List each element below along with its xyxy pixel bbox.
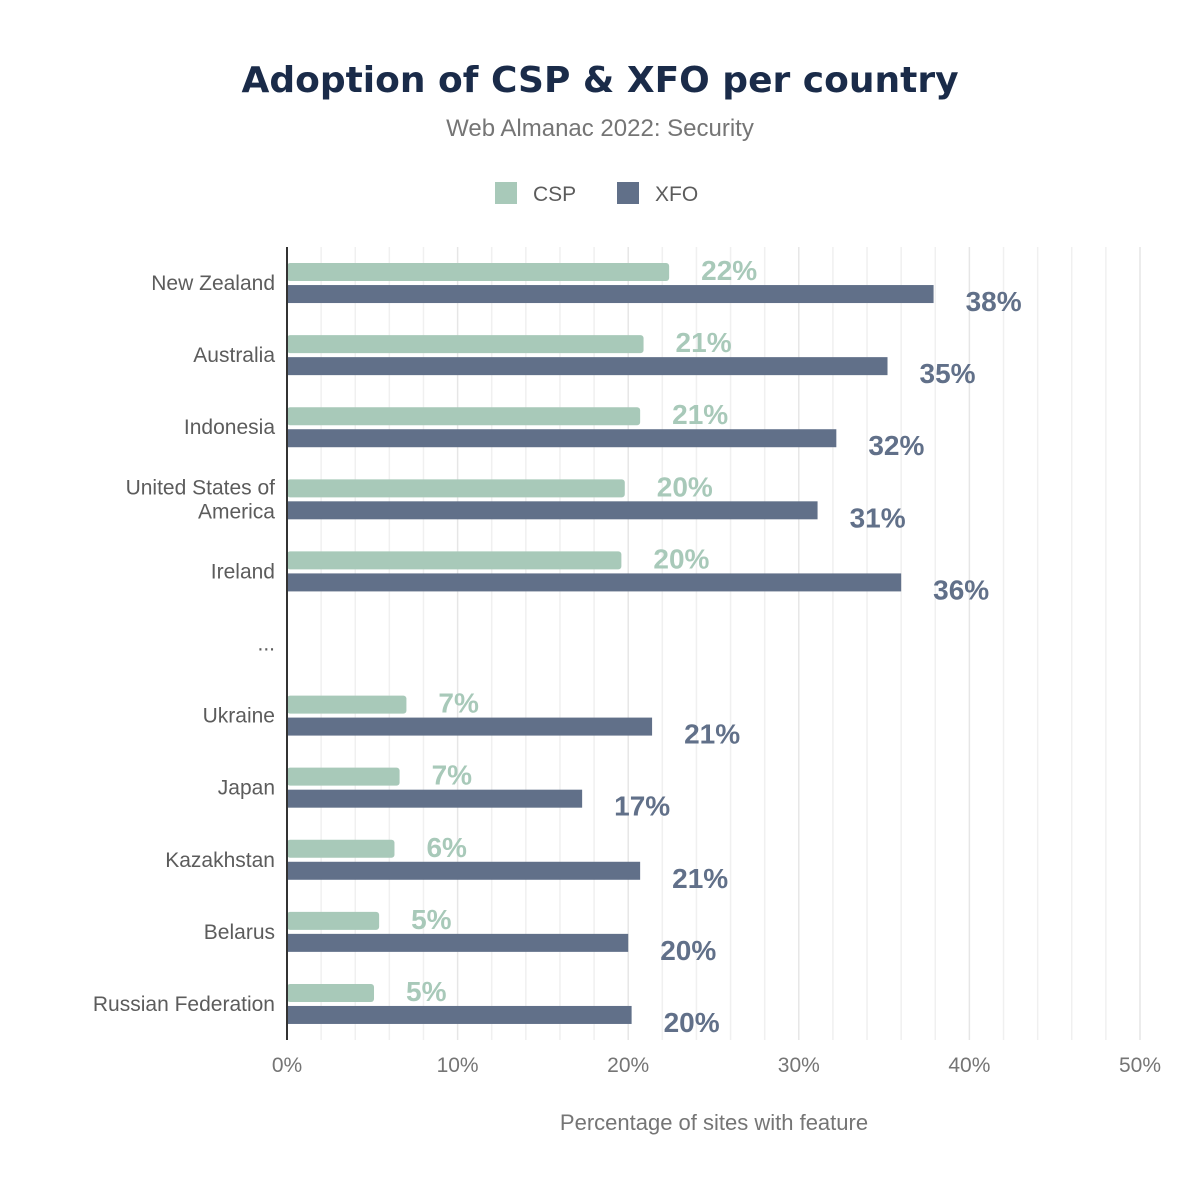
data-label-csp: 20% [653,543,709,574]
data-label-csp: 5% [411,904,452,935]
bar-xfo [287,861,641,880]
category-label: Australia [193,344,275,367]
legend-swatch-xfo [617,182,639,204]
gridlines [320,247,1141,1040]
legend-label-csp: CSP [533,183,576,206]
bar-csp [287,695,407,714]
bar-csp [287,263,670,282]
data-label-csp: 5% [406,976,447,1007]
legend: CSP XFO [495,182,698,206]
bar-csp [287,407,641,426]
data-label-csp: 22% [701,255,757,286]
category-label: Ukraine [203,705,275,728]
category-label: Ireland [211,560,275,583]
legend-label-xfo: XFO [655,183,698,206]
x-tick-label: 20% [607,1054,649,1077]
data-label-xfo: 35% [920,358,976,389]
bar-csp [287,911,380,930]
data-label-xfo: 38% [966,286,1022,317]
category-label: Belarus [204,921,275,944]
bar-xfo [287,285,934,304]
data-label-csp: 6% [426,832,467,863]
bar-xfo [287,1005,632,1024]
bar-xfo [287,357,888,376]
bar-xfo [287,501,818,520]
data-label-csp: 20% [657,471,713,502]
data-label-xfo: 20% [664,1007,720,1038]
bar-csp [287,479,625,498]
x-tick-label: 10% [437,1054,479,1077]
category-label: New Zealand [151,272,275,295]
bar-xfo [287,573,902,592]
bar-xfo [287,933,629,952]
bar-csp [287,551,622,570]
data-label-xfo: 21% [684,719,740,750]
data-label-csp: 21% [676,327,732,358]
bar-xfo [287,429,837,448]
x-tick-label: 30% [778,1054,820,1077]
data-label-xfo: 32% [868,430,924,461]
x-tick-label: 40% [948,1054,990,1077]
data-label-xfo: 17% [614,791,670,822]
legend-swatch-csp [495,182,517,204]
x-axis-ticks: 0% 10% 20% 30% 40% 50% [272,1054,1161,1077]
category-label: Kazakhstan [165,849,275,872]
data-label-xfo: 20% [660,935,716,966]
category-label: Japan [218,777,275,800]
bar-xfo [287,789,583,808]
x-axis-title: Percentage of sites with feature [560,1110,868,1135]
data-label-xfo: 31% [850,502,906,533]
data-label-csp: 21% [672,399,728,430]
category-label: United States of America [126,476,276,523]
chart-subtitle: Web Almanac 2022: Security [446,115,754,142]
chart-title: Adoption of CSP & XFO per country [241,60,958,101]
data-label-csp: 7% [432,760,473,791]
data-label-xfo: 36% [933,574,989,605]
data-label-xfo: 21% [672,863,728,894]
bar-csp [287,335,644,354]
x-tick-label: 50% [1119,1054,1161,1077]
data-label-csp: 7% [438,688,479,719]
category-label: ... [257,633,275,656]
bar-csp [287,767,400,786]
bar-csp [287,839,395,858]
x-tick-label: 0% [272,1054,302,1077]
bar-csp [287,983,375,1002]
category-label: Indonesia [184,416,275,439]
bars: New Zealand 22% 38% Australia 21% 35% Indonesi… [93,255,1022,1038]
bar-xfo [287,717,653,736]
category-label: Russian Federation [93,993,275,1016]
